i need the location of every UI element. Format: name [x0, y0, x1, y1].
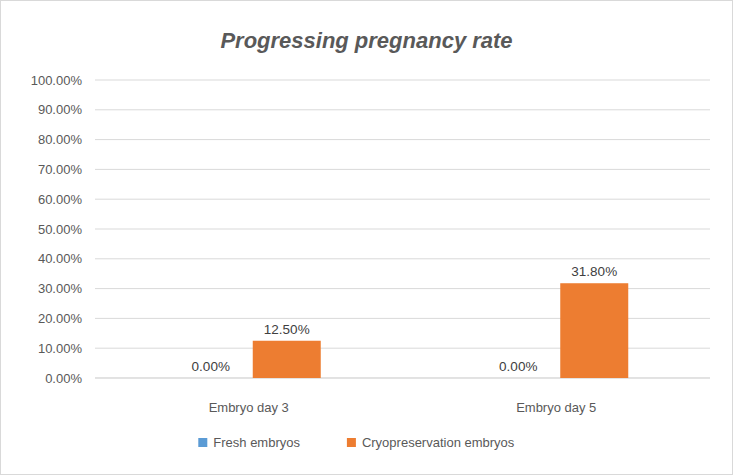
bar: [177, 378, 245, 379]
legend-label: Fresh embryos: [213, 435, 300, 450]
data-label: 0.00%: [192, 359, 230, 374]
grid-line: [95, 139, 710, 140]
y-tick-label: 10.00%: [38, 341, 83, 356]
bar: [560, 283, 628, 378]
y-tick-label: 30.00%: [38, 281, 83, 296]
data-label: 12.50%: [264, 322, 310, 337]
y-tick-label: 60.00%: [38, 192, 83, 207]
y-tick-label: 100.00%: [31, 73, 83, 88]
data-label: 31.80%: [571, 264, 617, 279]
grid-line: [95, 109, 710, 110]
y-tick-label: 20.00%: [38, 311, 83, 326]
title: Progressing pregnancy rate: [220, 28, 512, 53]
bar: [484, 378, 552, 379]
y-tick-label: 0.00%: [45, 371, 82, 386]
data-label: 0.00%: [499, 359, 537, 374]
y-tick-label: 50.00%: [38, 222, 83, 237]
grid-line: [95, 229, 710, 230]
x-tick-label: Embryo day 3: [209, 400, 289, 415]
grid-line: [95, 258, 710, 259]
chart: Progressing pregnancy rate 0.00% 10.00% 20.…: [0, 0, 733, 475]
grid-line: [95, 169, 710, 170]
bars: [253, 283, 629, 378]
legend-key: [347, 438, 356, 447]
y-tick-label: 90.00%: [38, 102, 83, 117]
chart-border: [1, 1, 733, 475]
y-tick-label: 80.00%: [38, 132, 83, 147]
grid-line: [95, 80, 710, 81]
grid-line: [95, 199, 710, 200]
bar: [253, 341, 321, 378]
legend: Fresh embryos Cryopreservation embryos: [198, 435, 515, 450]
y-tick-label: 70.00%: [38, 162, 83, 177]
legend-label: Cryopreservation embryos: [362, 435, 515, 450]
y-tick-label: 40.00%: [38, 251, 83, 266]
x-tick-label: Embryo day 5: [516, 400, 596, 415]
legend-key: [198, 438, 207, 447]
